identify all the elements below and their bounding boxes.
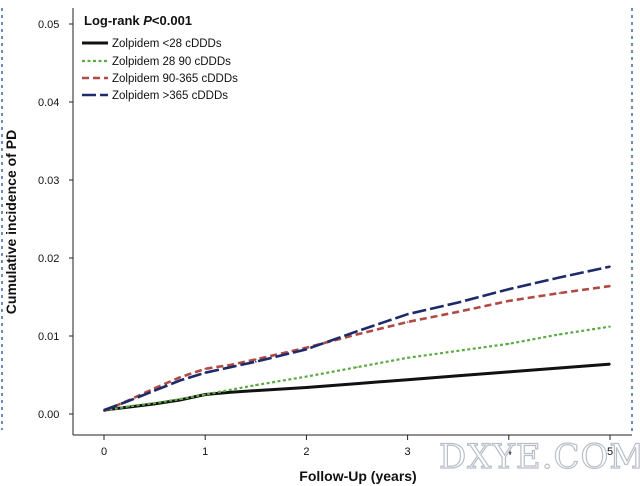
series-4-point bbox=[406, 313, 409, 316]
series-4-point bbox=[204, 371, 206, 374]
series-3-point bbox=[609, 285, 611, 287]
series-1-point bbox=[558, 367, 561, 369]
x-tick-label: 2 bbox=[303, 446, 309, 458]
series-3-point bbox=[204, 368, 206, 370]
series-line-4 bbox=[103, 265, 611, 412]
series-4-point bbox=[558, 276, 561, 279]
series-3-point bbox=[508, 300, 510, 302]
series-line-1 bbox=[103, 362, 611, 412]
series-1-point bbox=[609, 363, 611, 365]
legend-label-2: Zolpidem 28 90 cDDDs bbox=[112, 56, 231, 68]
series-1-point bbox=[255, 389, 257, 392]
series-4-point bbox=[153, 389, 156, 392]
y-tick-label: 0.05 bbox=[38, 19, 59, 31]
series-4-point bbox=[128, 399, 131, 402]
annotation-p-symbol: P bbox=[143, 13, 152, 28]
series-3-point bbox=[229, 364, 232, 366]
series-1-point bbox=[229, 391, 232, 394]
series-2-point bbox=[204, 393, 206, 396]
x-tick-label: 3 bbox=[405, 446, 411, 458]
series-2-point bbox=[558, 333, 561, 336]
log-rank-annotation: Log-rank P<0.001 bbox=[84, 13, 192, 28]
plot-frame bbox=[1, 8, 633, 436]
series-2-point bbox=[508, 343, 510, 345]
legend: Zolpidem <28 cDDDs Zolpidem 28 90 cDDDs Zo… bbox=[82, 38, 238, 102]
x-tick-label: 1 bbox=[202, 446, 208, 458]
legend-label-3: Zolpidem 90-365 cDDDs bbox=[112, 73, 238, 85]
series-2-point bbox=[609, 325, 611, 328]
series-3-point bbox=[255, 358, 257, 361]
annotation-prefix: Log-rank bbox=[84, 13, 143, 28]
x-tick-label: 5 bbox=[607, 446, 613, 458]
series-3-point bbox=[153, 387, 156, 390]
series-3-point bbox=[558, 292, 561, 294]
series-2-point bbox=[356, 366, 358, 369]
series-3-point bbox=[406, 321, 409, 323]
series-2-point bbox=[305, 375, 308, 378]
y-tick-label: 0.00 bbox=[38, 409, 59, 421]
y-tick-label: 0.04 bbox=[38, 97, 59, 109]
x-ticks: 0 1 2 3 4 5 bbox=[101, 435, 613, 458]
series-3-point bbox=[457, 311, 460, 313]
series-line-3 bbox=[103, 284, 611, 413]
y-axis-title: Cumulative incidence of PD bbox=[3, 130, 19, 314]
series-3-point bbox=[179, 376, 181, 379]
watermark-text: DXYE.COM bbox=[439, 437, 640, 477]
series-4-point bbox=[508, 288, 510, 291]
series-4-point bbox=[255, 360, 257, 363]
x-axis-title: Follow-Up (years) bbox=[299, 468, 416, 484]
series-4-point bbox=[305, 348, 308, 351]
y-ticks: 0.00 0.01 0.02 0.03 0.04 0.05 bbox=[38, 19, 73, 421]
annotation-p-value: <0.001 bbox=[152, 13, 192, 28]
series-layer bbox=[103, 265, 611, 413]
y-tick-label: 0.02 bbox=[38, 253, 59, 265]
series-4-point bbox=[229, 366, 232, 369]
series-2-point bbox=[406, 357, 409, 359]
series-2-point bbox=[255, 384, 257, 386]
series-2-point bbox=[128, 405, 131, 408]
series-line-2 bbox=[103, 325, 611, 412]
series-2-point bbox=[457, 350, 460, 352]
series-1-point bbox=[508, 371, 510, 373]
series-1-point bbox=[406, 378, 409, 381]
series-4-point bbox=[179, 379, 181, 382]
series-2-point bbox=[229, 389, 232, 391]
series-2-point bbox=[153, 402, 156, 404]
series-4-point bbox=[356, 330, 358, 333]
series-1-point bbox=[305, 386, 308, 389]
series-4-point bbox=[457, 301, 460, 304]
y-tick-label: 0.01 bbox=[38, 331, 59, 343]
x-tick-label: 0 bbox=[101, 446, 107, 458]
series-1-point bbox=[457, 375, 460, 377]
series-4-point bbox=[103, 409, 105, 411]
legend-label-4: Zolpidem >365 cDDDs bbox=[112, 90, 228, 102]
series-1-point bbox=[356, 382, 358, 385]
legend-label-1: Zolpidem <28 cDDDs bbox=[112, 38, 222, 50]
series-2-point bbox=[179, 398, 181, 401]
series-3-point bbox=[356, 333, 358, 336]
series-4-point bbox=[609, 265, 611, 268]
y-tick-label: 0.03 bbox=[38, 175, 59, 187]
x-tick-label: 4 bbox=[506, 446, 512, 458]
